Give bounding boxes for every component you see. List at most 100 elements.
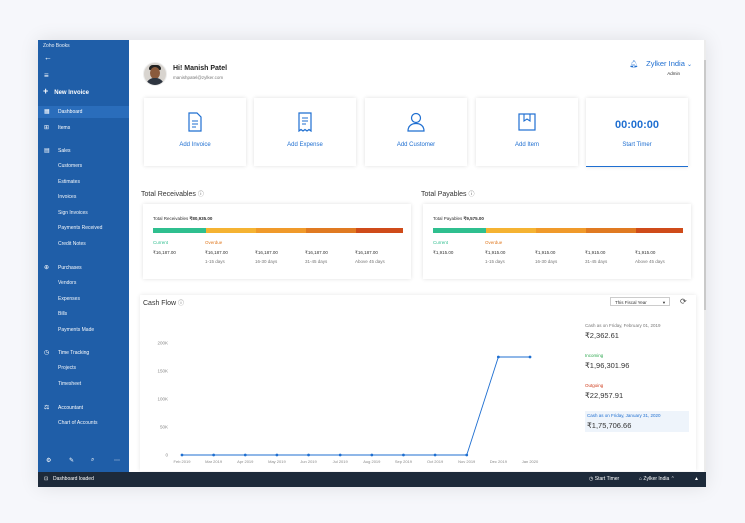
aging-segment bbox=[535, 228, 586, 233]
app-title: Zoho Books bbox=[43, 43, 70, 49]
cash-flow-point[interactable] bbox=[212, 453, 216, 457]
cash-flow-panel: Cash Flow ⓘ This Fiscal Year ▼ ⟳ 0 50K 100K… bbox=[140, 295, 696, 471]
start-timer-tile[interactable]: 00:00:00 Start Timer bbox=[586, 98, 688, 167]
aging-column-value: ₹1,915.00 bbox=[585, 250, 606, 255]
hamburger-menu-icon[interactable]: ≡ bbox=[44, 71, 49, 80]
back-arrow-icon[interactable]: ← bbox=[44, 53, 52, 62]
cash-flow-point[interactable] bbox=[465, 453, 469, 457]
aging-column-value: ₹16,187.00 bbox=[255, 250, 278, 255]
aging-column: ₹16,187.00 31-45 days bbox=[305, 240, 328, 264]
aging-column-value: ₹1,915.00 bbox=[535, 250, 556, 255]
new-invoice-button[interactable]: + New Invoice bbox=[43, 86, 89, 96]
status-timer-button[interactable]: ◷ Start Timer bbox=[589, 476, 620, 482]
cash-flow-point[interactable] bbox=[433, 453, 437, 457]
aging-column: ₹16,187.00 16-30 days bbox=[255, 240, 278, 264]
aging-column-value: ₹1,915.00 bbox=[485, 250, 506, 255]
org-switcher[interactable]: 🔔︎ Zylker India ⌄ bbox=[629, 59, 692, 68]
sidebar-item-timesheet[interactable]: Timesheet bbox=[58, 381, 82, 387]
cash-flow-point[interactable] bbox=[243, 453, 247, 457]
aging-column-head bbox=[635, 240, 665, 250]
cash-flow-point[interactable] bbox=[180, 453, 184, 457]
aging-column: Overdue ₹16,187.00 1-15 days bbox=[205, 240, 228, 264]
aging-column-value: ₹16,187.00 bbox=[153, 250, 176, 255]
status-bell-icon[interactable]: ▲ bbox=[694, 476, 699, 482]
sidebar-item-sales[interactable]: ▤ Sales bbox=[38, 145, 129, 157]
item-box-icon bbox=[517, 112, 537, 132]
info-icon[interactable]: ⓘ bbox=[178, 301, 185, 307]
sidebar-item-invoices[interactable]: Invoices bbox=[58, 194, 77, 200]
sidebar-item-time-tracking[interactable]: ◷ Time Tracking bbox=[38, 347, 129, 359]
sidebar: Zoho Books ← ≡ + New Invoice ▦ Dashboard ⊞… bbox=[38, 40, 129, 472]
x-tick-label: Jan 2020 bbox=[522, 459, 539, 464]
sidebar-item-bills[interactable]: Bills bbox=[58, 311, 68, 317]
aging-column-range: 31-45 days bbox=[305, 259, 328, 264]
cash-flow-point[interactable] bbox=[370, 453, 374, 457]
aging-segment bbox=[255, 228, 306, 233]
vertical-scrollbar[interactable] bbox=[704, 40, 706, 472]
x-tick-label: May 2019 bbox=[268, 459, 286, 464]
more-icon[interactable]: ⋯ bbox=[114, 458, 120, 464]
y-tick-label: 50K bbox=[160, 425, 168, 430]
refresh-icon[interactable]: ⟳ bbox=[680, 297, 687, 306]
x-tick-label: Nov 2019 bbox=[458, 459, 476, 464]
cash-flow-point[interactable] bbox=[338, 453, 342, 457]
sidebar-item-payments-made[interactable]: Payments Made bbox=[58, 327, 95, 333]
aging-column-head: Overdue bbox=[485, 240, 503, 245]
aging-column: ₹1,915.00 Above 45 days bbox=[635, 240, 665, 264]
sidebar-item-sign-invoices[interactable]: Sign Invoices bbox=[58, 210, 88, 216]
cash-incoming: Incoming ₹1,96,301.96 bbox=[585, 353, 630, 370]
cash-flow-point[interactable] bbox=[496, 355, 500, 359]
receivables-total-value: ₹80,935.00 bbox=[189, 216, 213, 221]
sidebar-item-expenses[interactable]: Expenses bbox=[58, 296, 80, 302]
aging-segment bbox=[205, 228, 256, 233]
cash-flow-point[interactable] bbox=[307, 453, 310, 457]
search-icon[interactable]: ⌕ bbox=[91, 457, 95, 463]
status-org-button[interactable]: ⌂ Zylker India ⌃ bbox=[639, 476, 675, 482]
avatar[interactable] bbox=[143, 62, 167, 86]
add-expense-tile[interactable]: Add Expense bbox=[254, 98, 356, 166]
sidebar-item-customers[interactable]: Customers bbox=[58, 163, 83, 169]
aging-column-head: Current bbox=[433, 240, 449, 245]
sidebar-item-items[interactable]: ⊞ Items bbox=[38, 122, 129, 134]
settings-icon[interactable]: ⚙ bbox=[46, 458, 52, 464]
cash-flow-point[interactable] bbox=[275, 453, 279, 457]
cash-flow-heading: Cash Flow ⓘ bbox=[143, 300, 185, 307]
sidebar-item-accountant[interactable]: ⚖ Accountant bbox=[38, 402, 129, 414]
aging-column-head bbox=[255, 240, 278, 250]
payables-total-value: ₹9,575.00 bbox=[463, 216, 484, 221]
payables-card: Total Payables ₹9,575.00 Current ₹1,915.0… bbox=[423, 204, 691, 279]
period-select[interactable]: This Fiscal Year ▼ bbox=[610, 297, 670, 306]
cash-flow-point[interactable] bbox=[402, 453, 405, 457]
add-item-tile[interactable]: Add Item bbox=[476, 98, 578, 166]
payables-total-label: Total Payables bbox=[433, 216, 463, 221]
aging-segment bbox=[355, 228, 403, 233]
sidebar-item-payments-received[interactable]: Payments Received bbox=[58, 225, 103, 231]
add-customer-tile[interactable]: Add Customer bbox=[365, 98, 467, 166]
edit-icon[interactable]: ✎ bbox=[69, 458, 75, 464]
org-role: Admin bbox=[667, 71, 680, 76]
bell-icon[interactable]: 🔔︎ bbox=[629, 61, 639, 68]
aging-column-head: Overdue bbox=[205, 240, 223, 245]
app-status-icon: ⊡ bbox=[44, 476, 49, 482]
x-tick-label: Sep 2019 bbox=[395, 459, 413, 464]
sidebar-item-projects[interactable]: Projects bbox=[58, 365, 77, 371]
sidebar-item-dashboard[interactable]: ▦ Dashboard bbox=[38, 106, 129, 118]
info-icon[interactable]: ⓘ bbox=[468, 192, 475, 198]
info-icon[interactable]: ⓘ bbox=[197, 192, 204, 198]
sidebar-item-chart-of-accounts[interactable]: Chart of Accounts bbox=[58, 420, 98, 426]
y-tick-label: 150K bbox=[157, 369, 168, 374]
x-tick-label: Aug 2019 bbox=[363, 459, 381, 464]
aging-column-value: ₹16,187.00 bbox=[305, 250, 328, 255]
sidebar-item-purchases[interactable]: ⊕ Purchases bbox=[38, 262, 129, 274]
timer-display: 00:00:00 bbox=[614, 119, 660, 131]
sidebar-item-vendors[interactable]: Vendors bbox=[58, 280, 77, 286]
aging-column-range: 1-15 days bbox=[205, 259, 225, 264]
add-invoice-tile[interactable]: Add Invoice bbox=[144, 98, 246, 166]
aging-segment bbox=[485, 228, 536, 233]
time-tracking-icon: ◷ bbox=[44, 350, 50, 356]
aging-column: Current ₹16,187.00 bbox=[153, 240, 176, 259]
sidebar-item-credit-notes[interactable]: Credit Notes bbox=[58, 241, 86, 247]
receivables-heading: Total Receivables ⓘ bbox=[141, 191, 204, 198]
cash-flow-point[interactable] bbox=[528, 355, 532, 359]
sidebar-item-estimates[interactable]: Estimates bbox=[58, 179, 80, 185]
